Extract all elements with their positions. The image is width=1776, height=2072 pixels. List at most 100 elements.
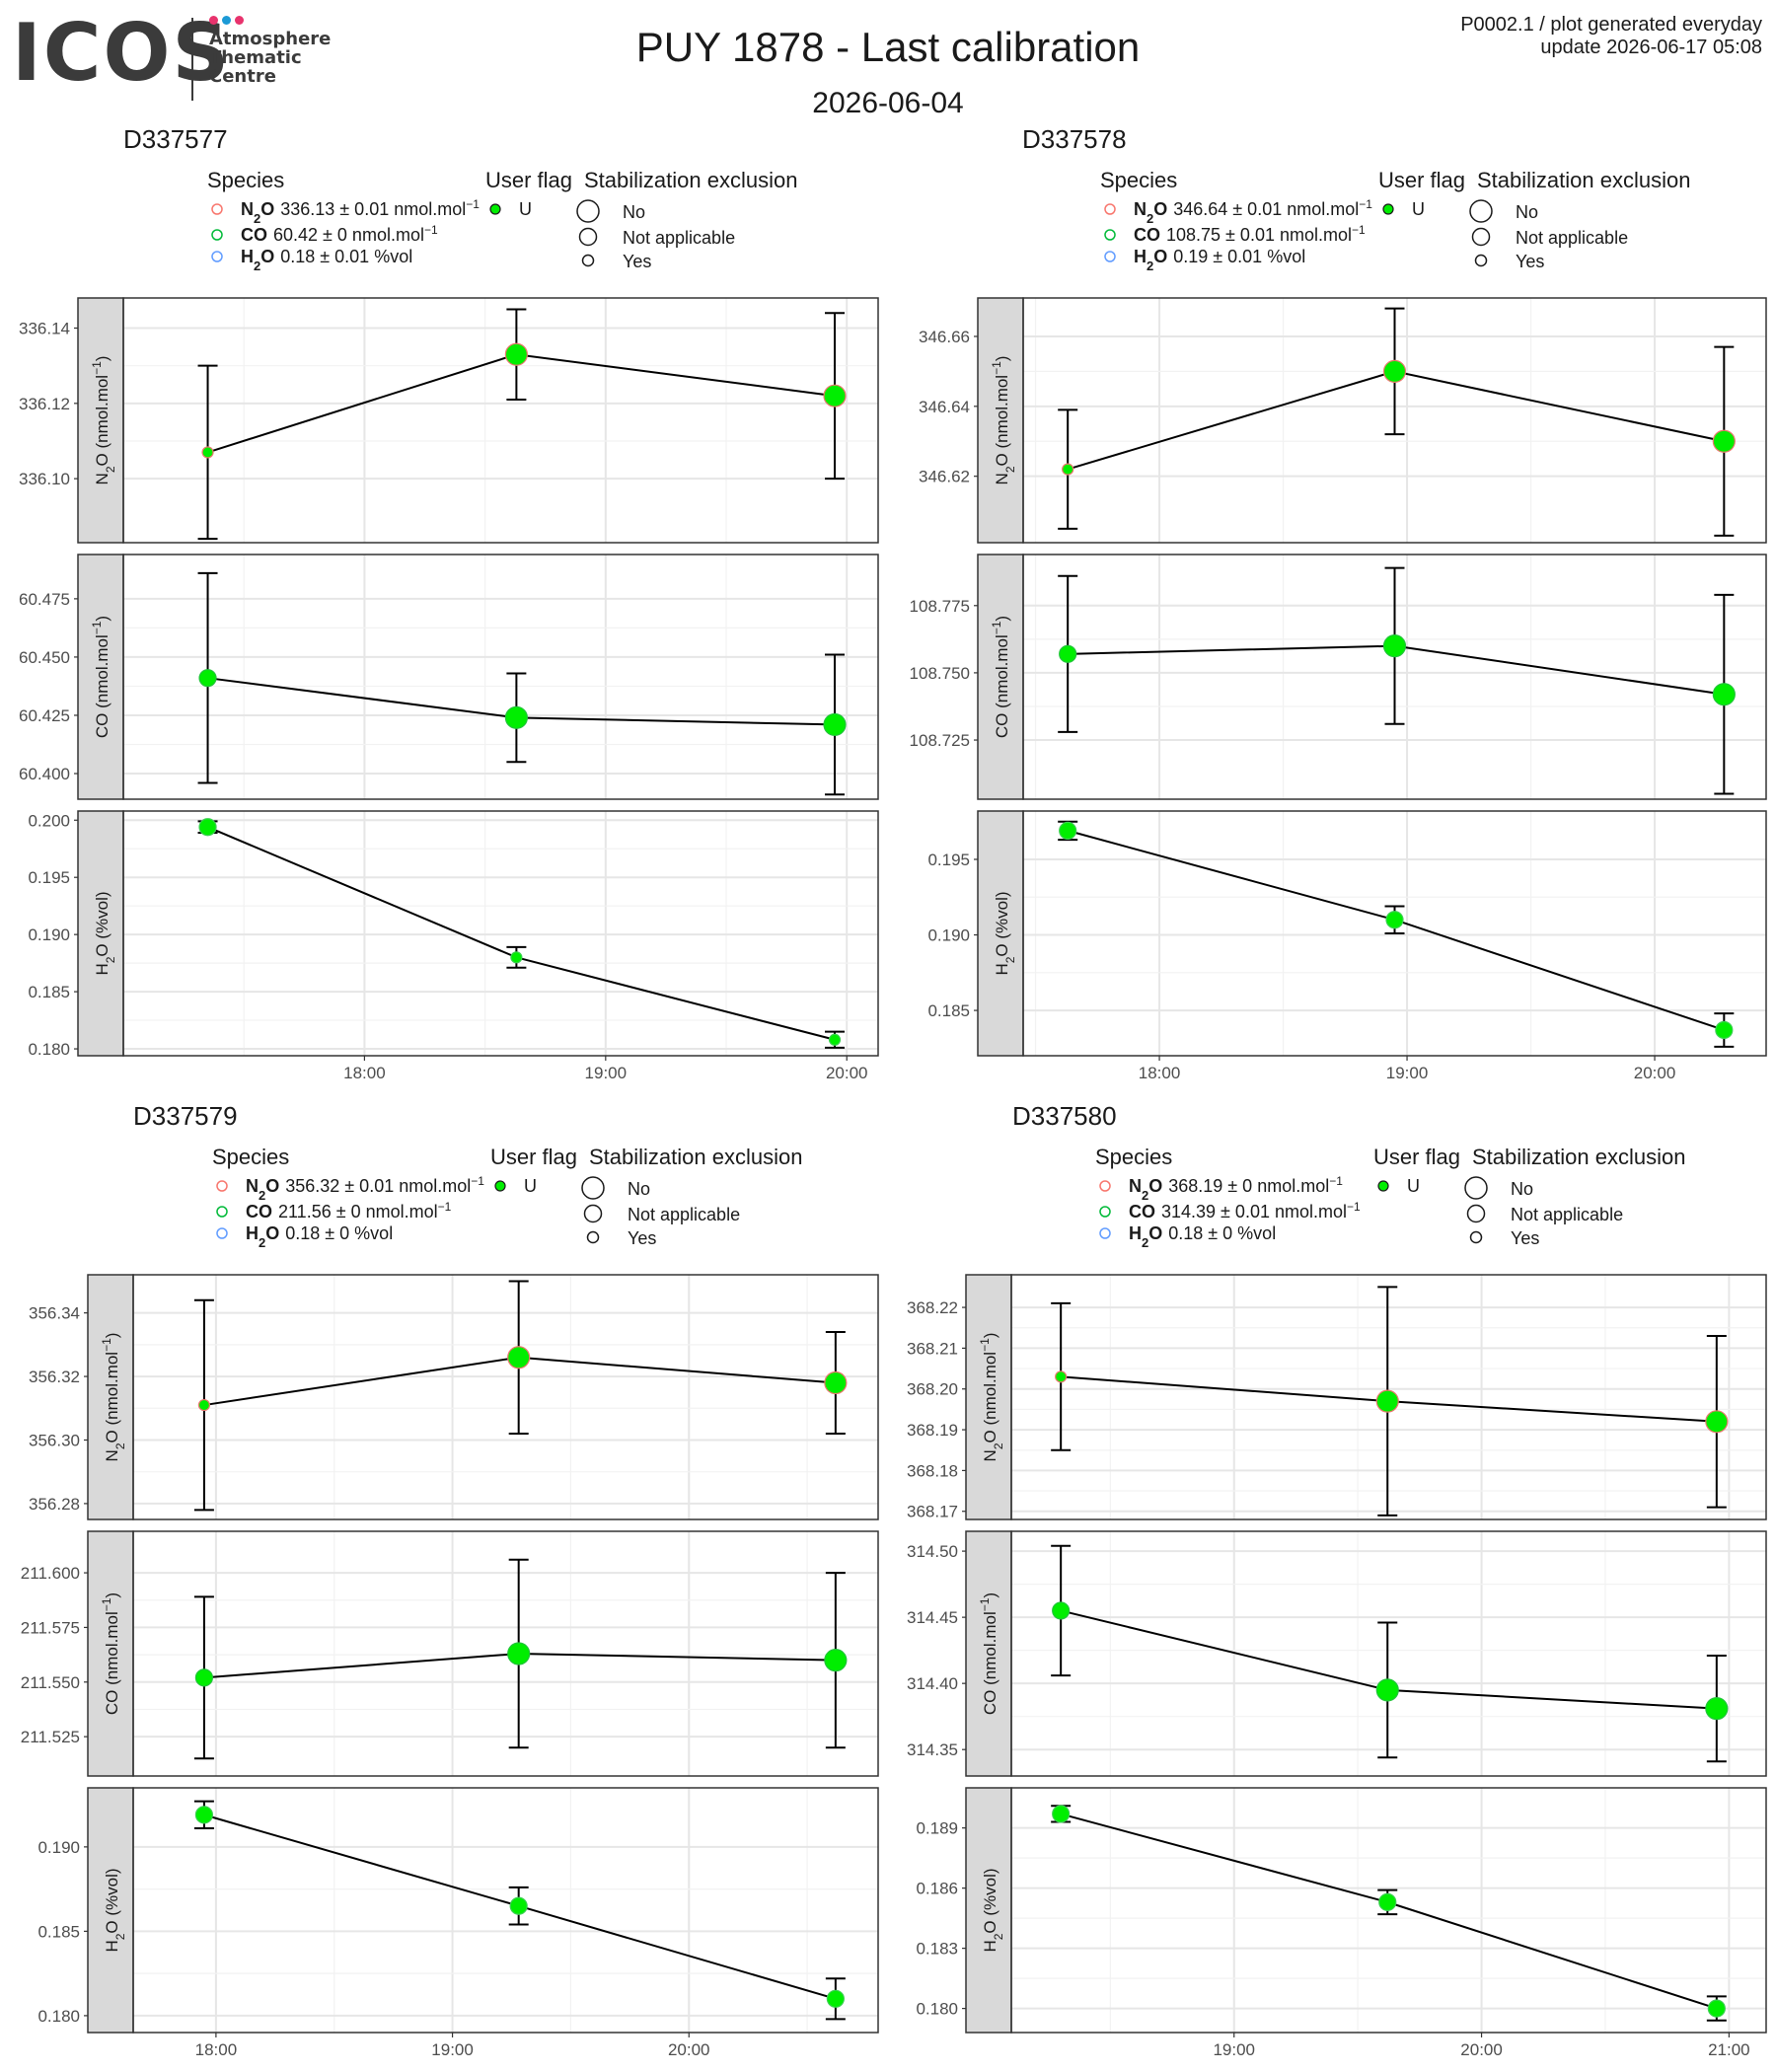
facet-strip [965, 1274, 1012, 1520]
legend-stabilization-header: Stabilization exclusion [1472, 1145, 1685, 1169]
data-point [824, 1649, 848, 1672]
legend-species-header: Species [1100, 168, 1177, 192]
facet-strip-label: H2O (%vol) [103, 1868, 127, 1952]
legend-stabilization-header: Stabilization exclusion [1477, 168, 1690, 192]
y-tick-label: 368.20 [907, 1380, 958, 1399]
plot-border [1010, 1274, 1767, 1520]
panel-D337580: D337580 Species User flag Stabilization exc… [907, 1101, 1767, 2059]
userflag-legend-label: U [1412, 199, 1425, 219]
facet-2: 0.180 0.185 0.190 H2O (%vol) [37, 1787, 879, 2034]
data-point [509, 1896, 528, 1915]
y-tick-label: 0.180 [37, 2007, 80, 2026]
h2o-legend-key [216, 1227, 228, 1239]
stabilization-legend-key [578, 227, 598, 247]
stabilization-legend-key [581, 1176, 605, 1200]
data-point [1378, 1892, 1397, 1911]
data-point [828, 1033, 842, 1046]
panel-D337577: D337577 Species User flag Stabilization exc… [19, 124, 879, 1082]
plot-background [123, 811, 878, 1056]
n2o-legend-key [211, 203, 223, 215]
h2o-legend-label: H2O 0.19 ± 0.01 %vol [1134, 247, 1305, 273]
panel-title: D337579 [133, 1101, 238, 1131]
data-point [1052, 1805, 1071, 1823]
data-point [1059, 644, 1077, 663]
y-tick-label: 60.400 [19, 765, 70, 783]
legend-stabilization-header: Stabilization exclusion [589, 1145, 802, 1169]
facet-strip-label: CO (nmol.mol−1) [990, 616, 1011, 738]
co-legend-label: CO 211.56 ± 0 nmol.mol−1 [246, 1200, 452, 1221]
facet-strip [977, 297, 1024, 544]
plot-code-line-1: P0002.1 / plot generated everyday [1460, 14, 1762, 36]
data-point [1707, 1999, 1726, 2018]
data-point [1052, 1601, 1071, 1620]
x-tick-label: 20:00 [1634, 1064, 1676, 1082]
data-point [198, 818, 217, 837]
y-tick-label: 0.185 [28, 983, 70, 1001]
facet-strip-label: N2O (nmol.mol−1) [978, 1333, 1005, 1462]
y-tick-label: 0.200 [28, 811, 70, 830]
y-tick-label: 60.425 [19, 706, 70, 725]
facet-strip-label: H2O (%vol) [93, 891, 117, 975]
facet-1: 211.525 211.550 211.575 211.600 CO (nmol.mol… [21, 1530, 879, 1777]
data-point [824, 1370, 848, 1395]
legend-userflag-header: User flag [490, 1145, 577, 1169]
y-tick-label: 314.40 [907, 1674, 958, 1693]
stabilization-legend-label: Yes [1511, 1228, 1539, 1248]
x-tick-label: 19:00 [1213, 2040, 1255, 2059]
data-point [201, 446, 214, 459]
facet-2: 0.180 0.185 0.190 0.195 0.200 H2O (%vol) [28, 810, 879, 1059]
h2o-legend-label: H2O 0.18 ± 0.01 %vol [241, 247, 412, 273]
data-point [510, 951, 523, 964]
data-point [823, 384, 847, 407]
plot-border [132, 1787, 879, 2034]
logo-separator [191, 18, 193, 101]
facet-1: 314.35 314.40 314.45 314.50 CO (nmol.mol−1) [907, 1530, 1767, 1777]
facet-strip-label: N2O (nmol.mol−1) [100, 1333, 127, 1462]
h2o-legend-key [211, 251, 223, 262]
plot-border [1010, 1530, 1767, 1777]
facet-strip [977, 554, 1024, 800]
h2o-legend-key [1099, 1227, 1111, 1239]
data-point [823, 712, 847, 737]
plot-border [132, 1274, 879, 1520]
y-tick-label: 211.525 [21, 1728, 80, 1746]
stabilization-legend-key [1469, 1230, 1483, 1244]
legend-species-header: Species [207, 168, 284, 192]
stabilization-legend-key [1466, 1204, 1486, 1223]
stabilization-legend-key [576, 199, 600, 223]
facet-strip [965, 1787, 1012, 2034]
x-tick-label: 19:00 [1386, 1064, 1429, 1082]
facet-strip [77, 297, 124, 544]
data-point [1715, 1020, 1734, 1040]
facet-strip [965, 1530, 1012, 1777]
y-tick-label: 314.35 [907, 1740, 958, 1759]
y-tick-label: 314.45 [907, 1608, 958, 1627]
y-tick-label: 108.750 [910, 664, 970, 683]
n2o-legend-label: N2O 356.32 ± 0.01 nmol.mol−1 [246, 1174, 484, 1203]
stabilization-legend-label: Not applicable [1516, 228, 1628, 248]
facet-strip-label: CO (nmol.mol−1) [100, 1592, 121, 1715]
data-point [194, 1806, 214, 1824]
y-tick-label: 346.66 [919, 328, 970, 346]
y-tick-label: 0.185 [37, 1922, 80, 1941]
data-point [1712, 429, 1736, 453]
data-point [1382, 359, 1407, 383]
data-point [504, 705, 528, 729]
logo-subtitle-line-2: Thematic [209, 47, 302, 68]
y-tick-label: 368.17 [907, 1503, 958, 1521]
facet-strip-label: H2O (%vol) [981, 1868, 1005, 1952]
legend-userflag-header: User flag [485, 168, 572, 192]
data-point [1382, 634, 1407, 658]
plot-code-info: P0002.1 / plot generated everyday update… [1460, 14, 1762, 59]
facet-0: 368.17 368.18 368.19 368.20 368.21 368.22 N2O … [907, 1274, 1767, 1521]
y-tick-label: 356.32 [29, 1368, 80, 1386]
x-tick-label: 20:00 [668, 2040, 710, 2059]
y-tick-label: 314.50 [907, 1542, 958, 1561]
page-title: PUY 1878 - Last calibration [635, 24, 1141, 70]
facet-strip-label: N2O (nmol.mol−1) [990, 356, 1017, 485]
x-tick-label: 20:00 [826, 1064, 868, 1082]
co-legend-key [1099, 1206, 1111, 1218]
facet-strip-label: N2O (nmol.mol−1) [90, 356, 117, 485]
x-tick-label: 18:00 [195, 2040, 238, 2059]
h2o-legend-key [1104, 251, 1116, 262]
